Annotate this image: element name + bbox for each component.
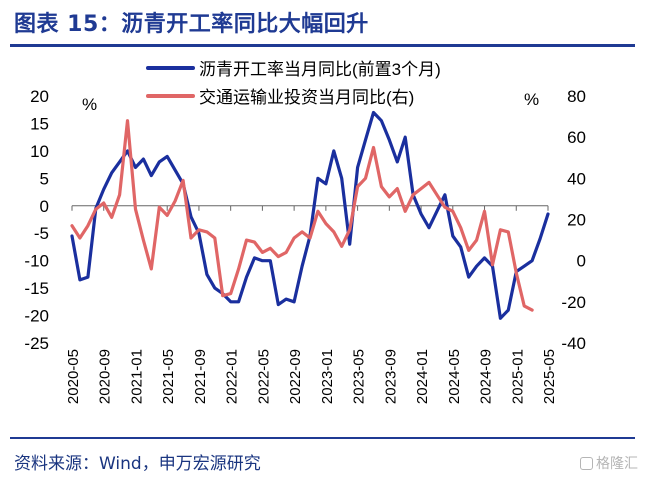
right-tick-label: 0 [577, 252, 586, 271]
x-tick-label: 2020-05 [65, 349, 82, 404]
chart: 沥青开工率当月同比(前置3个月) 交通运输业投资当月同比(右) % % 20 15… [24, 60, 586, 404]
right-tick-label: -20 [561, 293, 586, 312]
left-tick-label: -5 [34, 224, 49, 243]
legend: 沥青开工率当月同比(前置3个月) 交通运输业投资当月同比(右) [146, 60, 441, 107]
legend-label-series-2: 交通运输业投资当月同比(右) [199, 88, 414, 107]
x-tick-label: 2023-09 [382, 349, 399, 404]
left-tick-label: -25 [24, 334, 49, 353]
watermark: 格隆汇 [580, 453, 638, 473]
right-tick-label: 80 [567, 87, 586, 106]
left-tick-label: -15 [24, 279, 49, 298]
left-axis-unit: % [82, 95, 97, 114]
x-tick-label: 2024-05 [446, 349, 463, 404]
x-tick-label: 2021-05 [160, 349, 177, 404]
title-rule [10, 44, 635, 47]
series-line-2 [70, 119, 534, 312]
x-tick-label: 2021-09 [192, 349, 209, 404]
source-note: 资料来源：Wind，申万宏源研究 [14, 454, 261, 474]
right-axis-unit: % [524, 90, 539, 109]
x-tick-label: 2025-05 [541, 349, 558, 404]
x-tick-label: 2022-05 [255, 349, 272, 404]
watermark-logo-icon [580, 457, 593, 470]
left-tick-label: 20 [30, 87, 49, 106]
x-tick-label: 2023-01 [319, 349, 336, 404]
right-tick-label: 60 [567, 128, 586, 147]
right-tick-label: 20 [567, 211, 586, 230]
x-tick-label: 2025-01 [509, 349, 526, 404]
left-tick-label: 0 [40, 197, 49, 216]
left-tick-label: 5 [40, 169, 49, 188]
left-tick-label: 15 [30, 114, 49, 133]
x-tick-label: 2024-09 [478, 349, 495, 404]
axes: 20151050-5-10-15-20-25806040200-20-40202… [24, 87, 586, 404]
left-tick-label: -20 [24, 307, 49, 326]
left-tick-label: -10 [24, 252, 49, 271]
figure-title: 图表 15：沥青开工率同比大幅回升 [14, 12, 369, 37]
left-tick-label: 10 [30, 142, 49, 161]
x-tick-label: 2021-01 [128, 349, 145, 404]
watermark-text: 格隆汇 [596, 456, 638, 472]
series-line-1 [70, 110, 550, 320]
x-tick-label: 2024-01 [414, 349, 431, 404]
x-tick-label: 2022-09 [287, 349, 304, 404]
x-tick-label: 2023-05 [351, 349, 368, 404]
bottom-rule [10, 437, 635, 439]
right-tick-label: -40 [561, 334, 586, 353]
plot-lines [70, 110, 550, 320]
right-tick-label: 40 [567, 169, 586, 188]
legend-label-series-1: 沥青开工率当月同比(前置3个月) [199, 60, 441, 79]
x-tick-label: 2022-01 [224, 349, 241, 404]
x-tick-label: 2020-09 [97, 349, 114, 404]
